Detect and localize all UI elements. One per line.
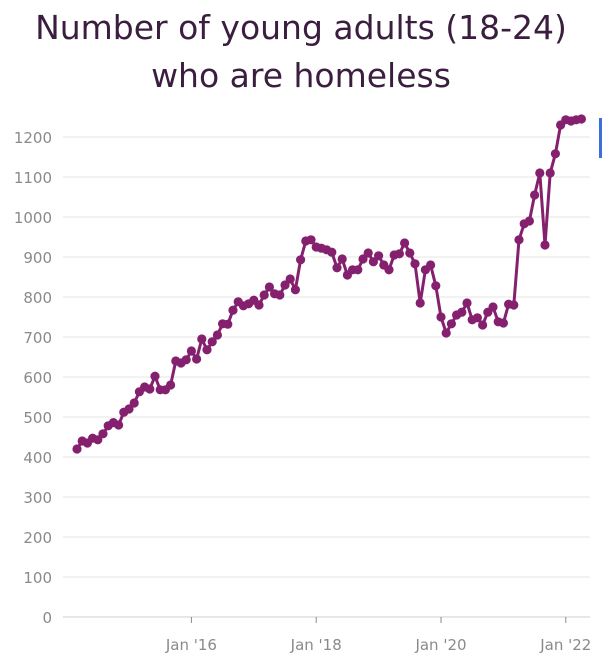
- data-point: [436, 312, 446, 322]
- data-point: [509, 300, 519, 310]
- data-point: [223, 319, 233, 329]
- data-point: [192, 354, 202, 364]
- data-point: [535, 168, 545, 178]
- data-point: [394, 249, 404, 259]
- data-point: [124, 404, 134, 414]
- data-point: [426, 260, 436, 270]
- data-point: [384, 265, 394, 275]
- data-point: [374, 251, 384, 261]
- chart-title: Number of young adults (18-24) who are h…: [0, 4, 602, 100]
- data-point: [114, 420, 124, 430]
- chart-title-line-1: Number of young adults (18-24): [35, 8, 567, 47]
- data-point: [431, 281, 441, 291]
- data-point: [514, 235, 524, 245]
- y-tick-label-500: 500: [23, 409, 52, 427]
- data-point: [280, 280, 290, 290]
- y-tick-label-0: 0: [42, 609, 52, 627]
- data-point: [197, 334, 207, 344]
- data-point: [441, 328, 451, 338]
- data-point: [363, 248, 373, 258]
- y-tick-label-400: 400: [23, 449, 52, 467]
- data-point: [576, 114, 587, 124]
- data-point: [259, 290, 269, 300]
- data-point: [166, 380, 176, 390]
- y-tick-label-1200: 1200: [14, 129, 52, 147]
- data-point: [296, 255, 306, 265]
- data-point: [415, 298, 425, 308]
- data-point: [327, 247, 337, 257]
- data-point: [498, 318, 508, 328]
- data-point: [400, 238, 410, 248]
- y-tick-label-300: 300: [23, 489, 52, 507]
- y-tick-label-900: 900: [23, 249, 52, 267]
- data-point: [457, 307, 467, 317]
- y-tick-label-1100: 1100: [14, 169, 52, 187]
- data-point: [545, 168, 555, 178]
- y-tick-label-800: 800: [23, 289, 52, 307]
- x-tick-label-3: Jan '22: [539, 636, 591, 654]
- data-point: [478, 320, 488, 330]
- data-point: [212, 330, 222, 340]
- series-points: [72, 114, 587, 454]
- data-point: [446, 319, 456, 329]
- y-tick-label-100: 100: [23, 569, 52, 587]
- data-point: [358, 254, 368, 264]
- series-path: [75, 117, 582, 450]
- data-point: [405, 248, 415, 258]
- chart-title-line-2: who are homeless: [151, 56, 451, 95]
- data-point: [285, 274, 295, 284]
- data-point: [228, 305, 238, 315]
- data-point: [462, 298, 472, 308]
- data-point: [524, 216, 535, 226]
- data-point: [306, 235, 316, 245]
- data-point: [181, 355, 191, 365]
- x-tick-label-2: Jan '20: [414, 636, 466, 654]
- x-tick-label-1: Jan '18: [290, 636, 342, 654]
- x-axis-ticks: Jan '16 Jan '18 Jan '20 Jan '22: [165, 617, 591, 654]
- data-point: [337, 254, 347, 264]
- data-point: [275, 290, 285, 300]
- scrollbar-thumb[interactable]: [599, 118, 602, 158]
- data-point: [72, 444, 82, 454]
- data-point: [264, 282, 274, 292]
- data-point: [550, 149, 561, 159]
- data-point: [129, 398, 139, 408]
- series-line: [75, 117, 582, 450]
- data-point: [540, 240, 550, 250]
- data-point: [150, 371, 160, 381]
- x-tick-label-0: Jan '16: [165, 636, 217, 654]
- y-tick-label-700: 700: [23, 329, 52, 347]
- data-point: [254, 300, 264, 310]
- data-point: [290, 285, 300, 295]
- data-point: [202, 345, 212, 355]
- data-point: [368, 257, 378, 267]
- data-point: [488, 302, 498, 312]
- data-point: [472, 313, 482, 323]
- gridlines: [63, 136, 590, 618]
- y-tick-label-600: 600: [23, 369, 52, 387]
- data-point: [530, 190, 540, 200]
- y-tick-label-1000: 1000: [14, 209, 52, 227]
- data-point: [332, 263, 342, 273]
- data-point: [410, 259, 420, 269]
- data-point: [145, 384, 155, 394]
- data-point: [98, 429, 108, 439]
- data-point: [353, 265, 363, 275]
- data-point: [186, 346, 196, 356]
- data-point: [93, 435, 103, 445]
- y-tick-label-200: 200: [23, 529, 52, 547]
- data-point: [207, 337, 217, 347]
- y-axis-tick-labels: 0 100 200 300 400 500 600 700 800 900 1000 1100 1200: [14, 129, 52, 627]
